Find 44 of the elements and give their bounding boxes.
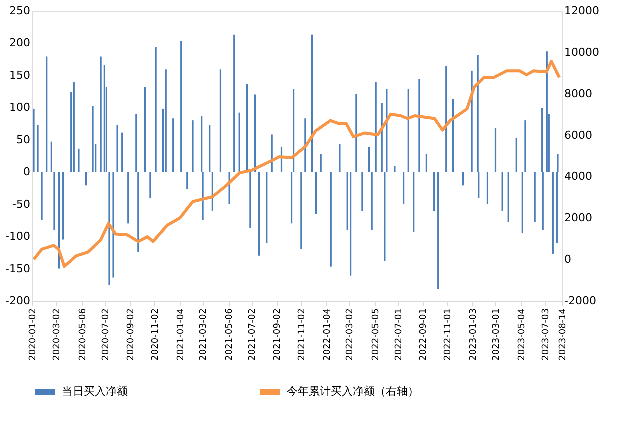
x-tick-label: 2023-08-14 xyxy=(558,308,568,361)
y-tick-label: -150 xyxy=(6,262,30,276)
y-tick-label: 0 xyxy=(24,166,30,179)
x-tick-label: 2020-05-06 xyxy=(78,308,89,361)
x-tick-label: 2021-09-02 xyxy=(273,308,284,361)
x-tick-label: 2020-07-02 xyxy=(102,308,112,361)
x-tick-label: 2021-11-02 xyxy=(298,308,308,361)
y2-tick-label: 8000 xyxy=(564,87,592,100)
y-tick-label: 50 xyxy=(16,133,30,146)
y2-tick-label: 4000 xyxy=(564,170,592,184)
x-tick-label: 2021-03-02 xyxy=(199,308,210,361)
x-tick-label: 2021-01-04 xyxy=(176,308,186,361)
x-tick-label: 2020-01-02 xyxy=(28,308,38,361)
x-tick-label: 2022-11-01 xyxy=(444,308,454,361)
y-tick-label: -50 xyxy=(12,198,30,211)
y-tick-label: 200 xyxy=(10,36,30,50)
y2-tick-label: 10000 xyxy=(564,46,600,59)
y2-tick-label: 6000 xyxy=(564,128,592,142)
line-series xyxy=(32,60,562,268)
legend-label: 今年累计买入净额（右轴） xyxy=(287,385,419,398)
x-tick-label: 2022-09-01 xyxy=(419,308,430,361)
y-tick-label: 100 xyxy=(10,101,30,114)
x-tick-label: 2023-07-03 xyxy=(542,308,552,361)
x-tick-label: 2023-03-01 xyxy=(492,308,502,361)
x-tick-label: 2022-05-05 xyxy=(371,308,382,361)
x-tick-label: 2021-07-02 xyxy=(248,308,258,361)
x-tick-label: 2022-01-04 xyxy=(322,308,333,361)
x-tick-label: 2022-07-01 xyxy=(394,308,404,361)
x-tick-label: 2020-11-02 xyxy=(150,308,161,361)
x-tick-label: 2022-03-02 xyxy=(346,308,356,361)
y-tick-label: 150 xyxy=(10,68,30,82)
y2-tick-label: -2000 xyxy=(564,294,596,308)
y-tick-label: 250 xyxy=(10,4,30,18)
x-tick-label: 2023-01-03 xyxy=(468,308,479,361)
y-tick-label: -100 xyxy=(6,230,30,244)
x-tick-label: 2021-05-06 xyxy=(225,308,236,361)
y2-tick-label: 12000 xyxy=(564,4,600,18)
y-tick-label: -200 xyxy=(6,294,30,308)
y2-tick-label: 0 xyxy=(564,253,572,266)
x-tick-label: 2023-05-04 xyxy=(518,308,528,361)
y2-tick-label: 2000 xyxy=(564,212,592,225)
x-tick-label: 2020-03-02 xyxy=(52,308,63,361)
legend-label: 当日买入净额 xyxy=(62,385,128,398)
x-tick-label: 2020-09-02 xyxy=(126,308,136,361)
